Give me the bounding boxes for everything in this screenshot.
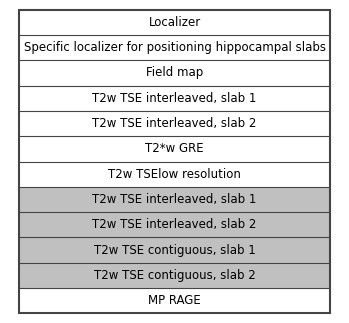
Bar — [19, 212, 330, 237]
Text: Specific localizer for positioning hippocampal slabs: Specific localizer for positioning hippo… — [23, 41, 326, 54]
Text: MP RAGE: MP RAGE — [148, 294, 201, 307]
Text: T2w TSE interleaved, slab 1: T2w TSE interleaved, slab 1 — [92, 193, 257, 206]
Text: Localizer: Localizer — [148, 16, 201, 29]
Bar — [19, 288, 330, 313]
Text: T2w TSE contiguous, slab 2: T2w TSE contiguous, slab 2 — [94, 269, 255, 282]
Bar — [19, 111, 330, 136]
Text: T2w TSE interleaved, slab 2: T2w TSE interleaved, slab 2 — [92, 117, 257, 130]
Text: T2w TSElow resolution: T2w TSElow resolution — [108, 168, 241, 181]
Bar — [19, 237, 330, 263]
Bar — [19, 10, 330, 313]
Bar — [19, 136, 330, 162]
Bar — [19, 10, 330, 35]
Text: Field map: Field map — [146, 67, 203, 79]
Bar — [19, 263, 330, 288]
Bar — [19, 187, 330, 212]
Bar — [19, 162, 330, 187]
Text: T2*w GRE: T2*w GRE — [145, 142, 204, 155]
Text: T2w TSE interleaved, slab 1: T2w TSE interleaved, slab 1 — [92, 92, 257, 105]
Bar — [19, 86, 330, 111]
Bar — [19, 60, 330, 86]
Bar — [19, 35, 330, 60]
Text: T2w TSE contiguous, slab 1: T2w TSE contiguous, slab 1 — [94, 244, 255, 256]
Text: T2w TSE interleaved, slab 2: T2w TSE interleaved, slab 2 — [92, 218, 257, 231]
